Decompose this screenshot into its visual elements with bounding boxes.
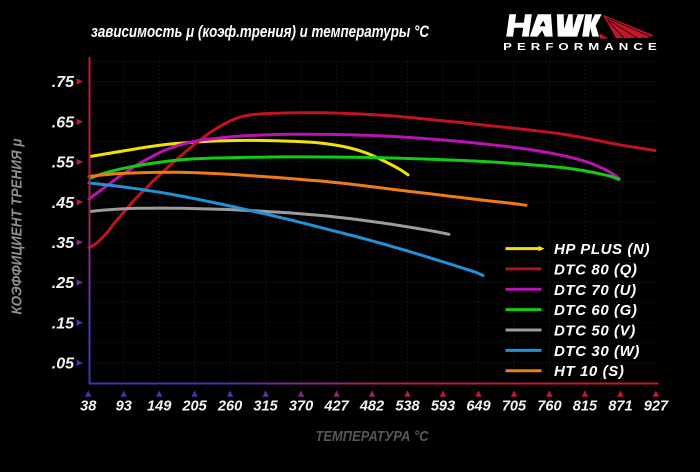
svg-text:.15: .15	[52, 315, 75, 332]
svg-text:427: 427	[323, 398, 349, 414]
svg-text:.05: .05	[52, 356, 75, 373]
svg-text:.55: .55	[52, 155, 75, 172]
svg-text:DTC 60 (G): DTC 60 (G)	[554, 302, 638, 319]
svg-text:927: 927	[644, 398, 669, 414]
svg-text:593: 593	[431, 398, 455, 414]
svg-text:DTC 80 (Q): DTC 80 (Q)	[554, 261, 638, 278]
svg-text:315: 315	[253, 398, 278, 414]
svg-text:DTC 70 (U): DTC 70 (U)	[554, 282, 637, 299]
svg-text:HT 10 (S): HT 10 (S)	[554, 363, 624, 380]
svg-text:260: 260	[217, 398, 242, 414]
svg-text:КОЭФФИЦИЕНТ ТРЕНИЯ μ: КОЭФФИЦИЕНТ ТРЕНИЯ μ	[10, 138, 26, 314]
svg-text:HP PLUS (N): HP PLUS (N)	[554, 241, 650, 258]
svg-text:871: 871	[608, 398, 632, 414]
svg-text:760: 760	[537, 398, 561, 414]
svg-text:.25: .25	[52, 275, 75, 292]
svg-text:ТЕМПЕРАТУРА °C: ТЕМПЕРАТУРА °C	[316, 428, 430, 445]
svg-text:93: 93	[116, 398, 132, 414]
svg-text:370: 370	[289, 398, 313, 414]
svg-text:DTC 50 (V): DTC 50 (V)	[554, 323, 636, 340]
svg-text:зависимость μ (коэф.трения) и: зависимость μ (коэф.трения) и температур…	[91, 22, 430, 41]
svg-text:649: 649	[466, 398, 491, 414]
svg-text:.65: .65	[52, 114, 75, 131]
svg-text:482: 482	[359, 398, 384, 414]
svg-text:PERFORMANCE: PERFORMANCE	[503, 41, 662, 53]
svg-text:705: 705	[502, 398, 527, 414]
svg-text:.35: .35	[52, 235, 75, 252]
svg-text:149: 149	[147, 398, 172, 414]
svg-text:DTC 30 (W): DTC 30 (W)	[554, 343, 640, 360]
svg-text:815: 815	[573, 398, 598, 414]
svg-text:38: 38	[80, 398, 97, 414]
svg-text:205: 205	[181, 398, 207, 414]
svg-text:.45: .45	[52, 195, 75, 212]
svg-text:538: 538	[395, 398, 420, 414]
svg-text:.75: .75	[52, 74, 75, 91]
